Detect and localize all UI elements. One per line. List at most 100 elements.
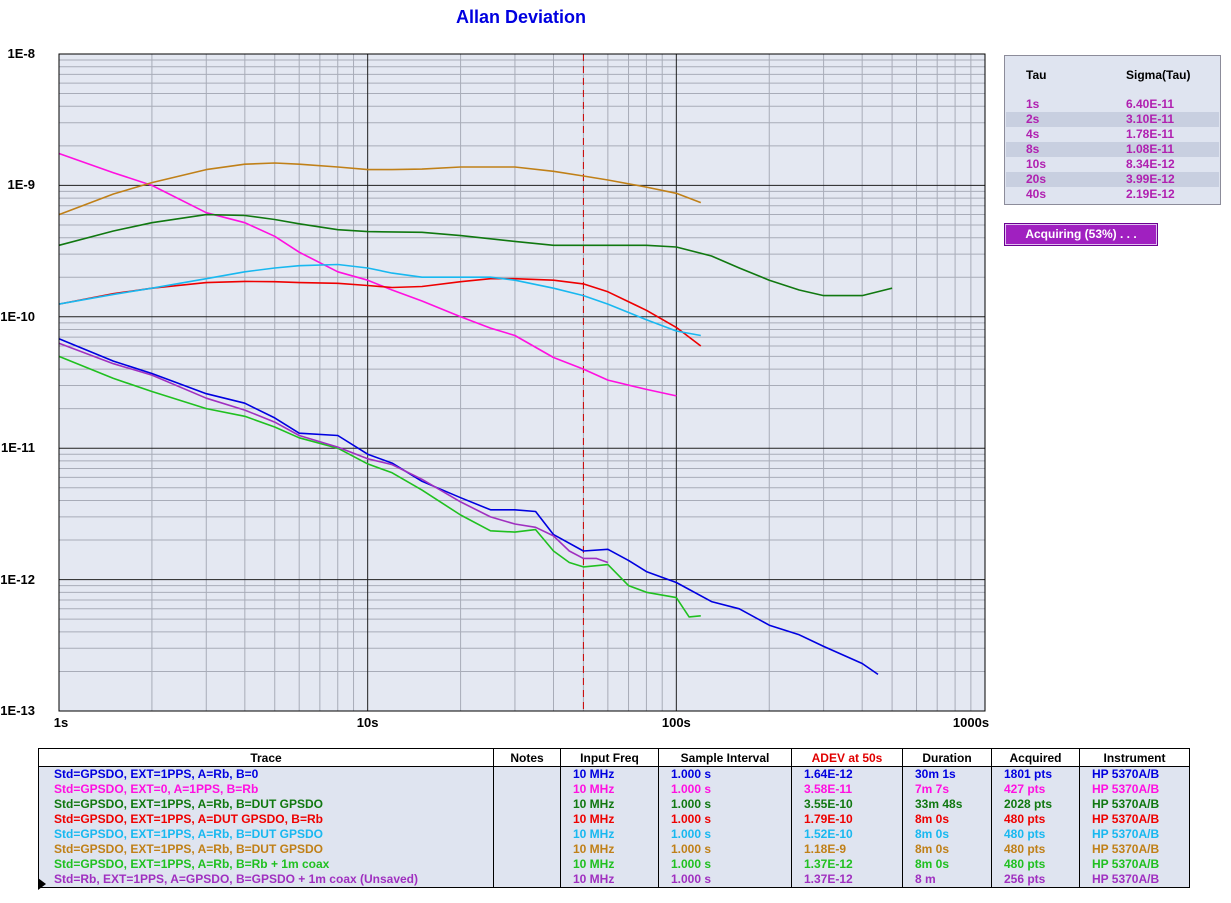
series-line [58, 213, 893, 297]
trace-row[interactable]: Std=GPSDO, EXT=1PPS, A=Rb, B=DUT GPSDO 10… [38, 797, 1190, 812]
trace-sample-interval: 1.000 s [658, 872, 792, 888]
header-trace[interactable]: Trace [38, 748, 494, 767]
trace-duration: 30m 1s [902, 766, 992, 782]
trace-input-freq: 10 MHz [560, 766, 659, 782]
adev-chart [58, 53, 986, 712]
sigma-row: 1s 6.40E-11 [1006, 97, 1219, 112]
sigma-row: 8s 1.08E-11 [1006, 142, 1219, 157]
trace-notes [493, 857, 561, 872]
trace-instrument: HP 5370A/B [1079, 766, 1190, 782]
trace-acquired: 480 pts [991, 842, 1080, 857]
series-line [58, 152, 677, 397]
sigma-row: 2s 3.10E-11 [1006, 112, 1219, 127]
trace-acquired: 480 pts [991, 857, 1080, 872]
trace-name: Std=GPSDO, EXT=0, A=1PPS, B=Rb [38, 782, 494, 797]
trace-sample-interval: 1.000 s [658, 857, 792, 872]
header-notes[interactable]: Notes [493, 748, 561, 767]
sigma-row-tau: 4s [1026, 127, 1040, 141]
x-tick-label: 100s [661, 715, 691, 730]
sigma-tau-panel: Tau Sigma(Tau) 1s 6.40E-11 2s 3.10E-11 4s 1.7… [1004, 55, 1221, 205]
sigma-row-value: 1.78E-11 [1126, 127, 1175, 141]
y-tick-label: 1E-11 [1, 440, 35, 456]
y-tick-label: 1E-8 [7, 46, 35, 61]
trace-input-freq: 10 MHz [560, 857, 659, 872]
trace-name: Std=Rb, EXT=1PPS, A=GPSDO, B=GPSDO + 1m … [38, 872, 494, 888]
trace-duration: 8m 0s [902, 842, 992, 857]
trace-adev: 1.64E-12 [791, 766, 903, 782]
trace-notes [493, 842, 561, 857]
x-tick-label: 10s [356, 715, 379, 730]
sigma-row-tau: 40s [1026, 187, 1047, 201]
sigma-row-tau: 8s [1026, 142, 1040, 156]
header-duration[interactable]: Duration [902, 748, 992, 767]
trace-name: Std=GPSDO, EXT=1PPS, A=Rb, B=DUT GPSDO [38, 797, 494, 812]
current-row-marker-icon [38, 878, 46, 890]
header-instrument[interactable]: Instrument [1079, 748, 1190, 767]
sigma-row-value: 8.34E-12 [1126, 157, 1175, 171]
header-adev[interactable]: ADEV at 50s [791, 748, 903, 767]
trace-input-freq: 10 MHz [560, 797, 659, 812]
trace-adev: 1.18E-9 [791, 842, 903, 857]
trace-row[interactable]: Std=Rb, EXT=1PPS, A=GPSDO, B=GPSDO + 1m … [38, 872, 1190, 888]
trace-input-freq: 10 MHz [560, 842, 659, 857]
plot-area [59, 54, 985, 711]
trace-row[interactable]: Std=GPSDO, EXT=1PPS, A=Rb, B=Rb + 1m coa… [38, 857, 1190, 872]
acquiring-status-button[interactable]: Acquiring (53%) . . . [1004, 223, 1158, 246]
y-tick-label: 1E-12 [0, 571, 35, 587]
sigma-row-tau: 20s [1026, 172, 1047, 186]
trace-row[interactable]: Std=GPSDO, EXT=1PPS, A=DUT GPSDO, B=Rb 10… [38, 812, 1190, 827]
series-line [58, 162, 702, 216]
trace-row[interactable]: Std=GPSDO, EXT=1PPS, A=Rb, B=DUT GPSDO 10… [38, 842, 1190, 857]
trace-sample-interval: 1.000 s [658, 766, 792, 782]
trace-sample-interval: 1.000 s [658, 827, 792, 842]
chart-title: Allan Deviation [455, 7, 587, 27]
trace-duration: 8m 0s [902, 827, 992, 842]
trace-name: Std=GPSDO, EXT=1PPS, A=Rb, B=DUT GPSDO [38, 827, 494, 842]
trace-instrument: HP 5370A/B [1079, 782, 1190, 797]
trace-input-freq: 10 MHz [560, 827, 659, 842]
header-input-freq[interactable]: Input Freq [560, 748, 659, 767]
trace-instrument: HP 5370A/B [1079, 812, 1190, 827]
series-line [58, 277, 702, 347]
trace-notes [493, 872, 561, 888]
header-acquired[interactable]: Acquired [991, 748, 1080, 767]
sigma-row-value: 6.40E-11 [1126, 97, 1175, 111]
trace-acquired: 1801 pts [991, 766, 1080, 782]
trace-input-freq: 10 MHz [560, 812, 659, 827]
sigma-row-tau: 10s [1026, 157, 1047, 171]
trace-row[interactable]: Std=GPSDO, EXT=1PPS, A=Rb, B=0 10 MHz 1.00… [38, 766, 1190, 782]
trace-sample-interval: 1.000 s [658, 782, 792, 797]
trace-instrument: HP 5370A/B [1079, 797, 1190, 812]
trace-acquired: 480 pts [991, 827, 1080, 842]
trace-notes [493, 766, 561, 782]
trace-row[interactable]: Std=GPSDO, EXT=0, A=1PPS, B=Rb 10 MHz 1.00… [38, 782, 1190, 797]
sigma-header: Sigma(Tau) [1126, 68, 1191, 82]
trace-sample-interval: 1.000 s [658, 842, 792, 857]
trace-adev: 3.55E-10 [791, 797, 903, 812]
header-sample-interval[interactable]: Sample Interval [658, 748, 792, 767]
trace-instrument: HP 5370A/B [1079, 827, 1190, 842]
trace-input-freq: 10 MHz [560, 782, 659, 797]
trace-duration: 8 m [902, 872, 992, 888]
trace-row[interactable]: Std=GPSDO, EXT=1PPS, A=Rb, B=DUT GPSDO 10… [38, 827, 1190, 842]
sigma-row: 40s 2.19E-12 [1006, 187, 1219, 202]
sigma-row-tau: 1s [1026, 97, 1040, 111]
trace-acquired: 427 pts [991, 782, 1080, 797]
trace-notes [493, 812, 561, 827]
trace-instrument: HP 5370A/B [1079, 857, 1190, 872]
trace-name: Std=GPSDO, EXT=1PPS, A=Rb, B=Rb + 1m coa… [38, 857, 494, 872]
trace-duration: 7m 7s [902, 782, 992, 797]
y-tick-label: 1E-10 [0, 308, 35, 324]
trace-duration: 8m 0s [902, 812, 992, 827]
sigma-row: 10s 8.34E-12 [1006, 157, 1219, 172]
sigma-row-tau: 2s [1026, 112, 1040, 126]
sigma-row-value: 2.19E-12 [1126, 187, 1175, 201]
sigma-row-value: 3.99E-12 [1126, 172, 1175, 186]
x-tick-label: 1000s [952, 715, 990, 730]
trace-acquired: 256 pts [991, 872, 1080, 888]
y-tick-label: 1E-9 [7, 177, 35, 193]
trace-notes [493, 827, 561, 842]
trace-notes [493, 797, 561, 812]
sigma-row: 4s 1.78E-11 [1006, 127, 1219, 142]
trace-name: Std=GPSDO, EXT=1PPS, A=Rb, B=DUT GPSDO [38, 842, 494, 857]
